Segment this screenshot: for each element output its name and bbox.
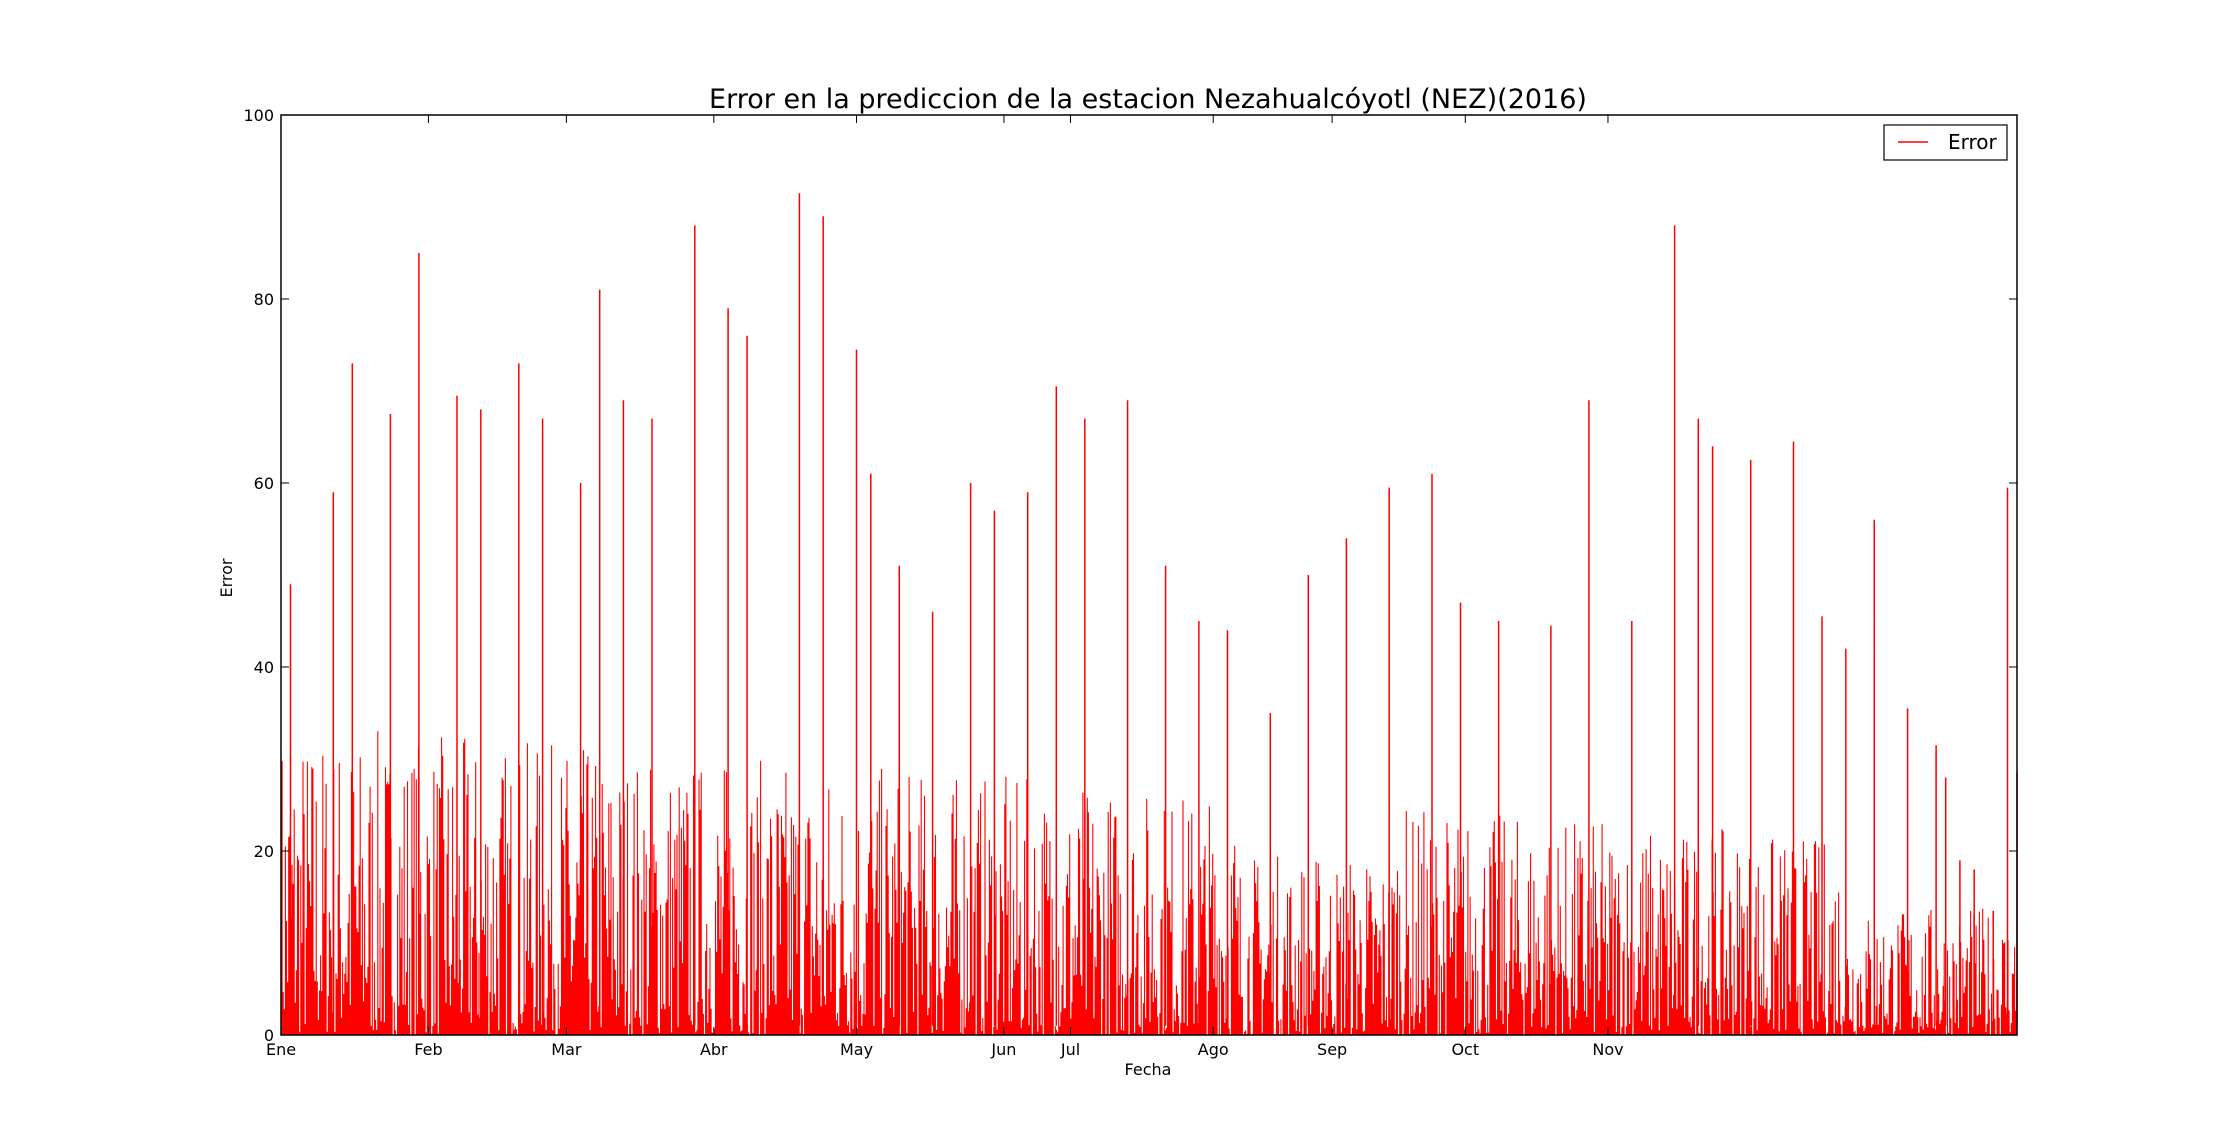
legend-label: Error [1948, 130, 1998, 154]
x-tick-label: Ene [266, 1040, 296, 1059]
y-tick-label: 100 [243, 106, 274, 125]
error-series-line [289, 193, 2018, 1026]
x-axis: Ene Feb Mar Abr May Jun Jul Ago Sep Oct Nov [266, 115, 1624, 1059]
y-tick-label: 80 [254, 290, 274, 309]
error-series [289, 193, 2018, 1026]
x-tick-label: Oct [1451, 1040, 1479, 1059]
y-tick-label: 0 [264, 1026, 274, 1045]
x-tick-label: Nov [1592, 1040, 1623, 1059]
x-tick-label: Ago [1198, 1040, 1229, 1059]
x-axis-label: Fecha [1125, 1060, 1172, 1079]
x-tick-label: Jun [990, 1040, 1016, 1059]
x-tick-label: Feb [414, 1040, 442, 1059]
y-tick-label: 20 [254, 842, 274, 861]
plot-area [281, 115, 2017, 1035]
plot-frame [280, 114, 2018, 1036]
x-tick-label: Jul [1060, 1040, 1080, 1059]
x-tick-label: Abr [700, 1040, 728, 1059]
y-axis-label: Error [217, 558, 236, 597]
x-tick-label: May [840, 1040, 873, 1059]
y-tick-label: 60 [254, 474, 274, 493]
x-tick-label: Mar [551, 1040, 582, 1059]
y-axis: 0 20 40 60 80 100 [243, 106, 2017, 1045]
chart-title: Error en la prediccion de la estacion Ne… [709, 84, 1587, 115]
x-tick-label: Sep [1317, 1040, 1347, 1059]
legend: Error [1883, 124, 2008, 161]
y-tick-label: 40 [254, 658, 274, 677]
